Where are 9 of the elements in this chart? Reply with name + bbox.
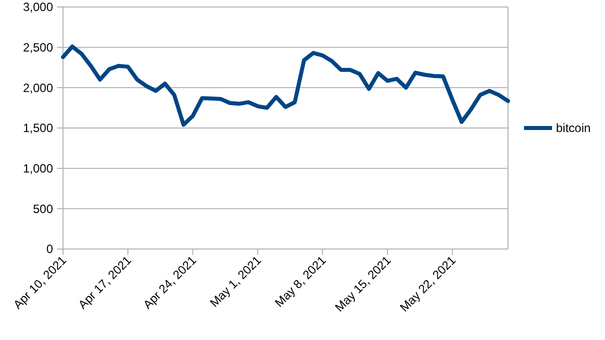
line-series: [61, 44, 510, 127]
y-tick-label: 0: [46, 242, 54, 256]
y-tick-label: 500: [32, 202, 54, 216]
y-tick-label: 1,500: [22, 121, 54, 136]
y-tick-label: 1,000: [22, 162, 54, 176]
y-tick-label: 2,500: [22, 40, 54, 55]
y-tick-label: 3,000: [22, 0, 54, 14]
legend-label: bitcoin: [556, 121, 591, 136]
y-tick-label: 2,000: [22, 80, 54, 95]
